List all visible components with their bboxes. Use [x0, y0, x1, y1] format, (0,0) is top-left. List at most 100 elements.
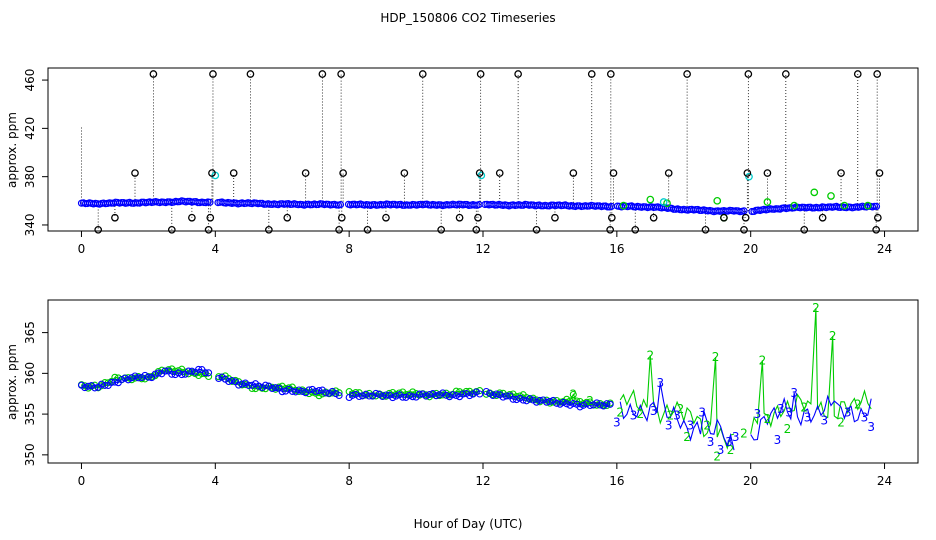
- bottom-x-tick-label: 8: [345, 474, 353, 488]
- bottom-series-2-point: [556, 398, 564, 406]
- bottom-series-2-marker: 2: [586, 394, 594, 408]
- bottom-series-3-point: [442, 391, 450, 399]
- bottom-series-3-point: [225, 377, 233, 386]
- top-spike-point: [551, 213, 559, 222]
- bottom-series-3-point: [586, 401, 594, 410]
- bottom-panel-axes: 0 4 8 12 16 20 24 350 355 360 365: [23, 321, 892, 488]
- bottom-series-2-marker: 2: [683, 430, 691, 444]
- top-spike-point: [111, 213, 119, 222]
- top-spike-point: [740, 225, 748, 234]
- top-green-point: [810, 188, 819, 197]
- top-spike-point: [337, 213, 346, 222]
- bottom-series-2-marker: 2: [636, 407, 644, 421]
- bottom-series-3-point: [379, 392, 387, 401]
- bottom-series-3-point: [295, 386, 303, 394]
- bottom-series-3-point: [576, 403, 584, 411]
- top-spike-point: [149, 70, 158, 78]
- top-spike-point: [363, 225, 372, 234]
- bottom-y-tick-label: 360: [23, 362, 37, 385]
- bottom-series-2-marker: 2: [712, 350, 720, 364]
- bottom-series-3-point: [402, 393, 410, 401]
- bottom-series-3-marker: 3: [844, 405, 852, 419]
- bottom-series-3-point: [205, 369, 213, 377]
- top-spike-point: [649, 213, 658, 222]
- bottom-x-tick-label: 4: [211, 474, 219, 488]
- top-spike-point: [418, 70, 427, 78]
- top-spike-point: [264, 225, 273, 234]
- top-spike-point: [744, 70, 753, 78]
- top-series-point: [471, 201, 479, 209]
- bottom-series-3-point: [405, 391, 413, 400]
- bottom-series-3-marker: 3: [650, 404, 658, 418]
- top-spike-point: [94, 225, 103, 234]
- bottom-series-2-marker: 2: [667, 409, 675, 423]
- bottom-series-3-marker: 3: [717, 443, 725, 457]
- top-spike-point: [208, 169, 216, 177]
- top-spike-point: [818, 213, 827, 222]
- bottom-series-3-point: [516, 394, 524, 402]
- bottom-series-3-point: [355, 392, 363, 401]
- bottom-series-3-point: [235, 381, 243, 389]
- top-green-point: [790, 201, 799, 210]
- bottom-series-3-point: [512, 396, 521, 404]
- top-spike-point: [781, 70, 790, 78]
- top-spike-point: [873, 70, 882, 78]
- bottom-series-3-point: [606, 400, 614, 408]
- top-series-point: [603, 203, 612, 211]
- top-panel-data: [77, 70, 884, 234]
- bottom-series-3-point: [111, 378, 119, 386]
- top-x-tick-label: 4: [211, 242, 219, 256]
- top-spike-point: [495, 169, 504, 177]
- top-spike-point: [475, 169, 484, 177]
- bottom-series-3-point: [348, 391, 357, 399]
- bottom-series-3-point: [596, 401, 604, 409]
- top-spike-point: [514, 70, 522, 78]
- bottom-series-3-point: [559, 398, 567, 406]
- top-spike-point: [337, 70, 345, 78]
- bottom-series-3-point: [536, 396, 544, 404]
- bottom-series-3-point: [415, 390, 423, 398]
- bottom-series-3-marker: 3: [673, 409, 681, 423]
- bottom-y-tick-label: 355: [23, 403, 37, 426]
- bottom-series-2-marker: 2: [677, 402, 685, 416]
- bottom-series-3-point: [492, 390, 500, 398]
- bottom-x-tick-label: 20: [743, 474, 758, 488]
- bottom-series-3-point: [184, 367, 193, 375]
- x-axis-label: Hour of Day (UTC): [414, 517, 523, 531]
- bottom-series-3-point: [389, 394, 397, 402]
- bottom-x-tick-label: 24: [877, 474, 892, 488]
- bottom-series-3-point: [519, 396, 527, 404]
- bottom-series-3-marker: 3: [698, 405, 706, 419]
- bottom-series-3-marker: 3: [820, 414, 828, 428]
- bottom-plot-frame: [47, 299, 919, 464]
- bottom-series-3-point: [141, 371, 149, 379]
- top-y-axis-label: approx. ppm: [5, 112, 19, 188]
- bottom-series-3-point: [292, 388, 300, 396]
- bottom-series-3-point: [452, 391, 460, 400]
- bottom-series-3-marker: 3: [754, 407, 762, 421]
- bottom-series-3-point: [569, 399, 577, 408]
- bottom-series-3-point: [583, 400, 591, 408]
- bottom-series-3-point: [97, 380, 106, 388]
- top-x-tick-label: 8: [345, 242, 353, 256]
- bottom-series-3-point: [268, 384, 276, 393]
- bottom-series-3-point: [161, 367, 169, 375]
- top-spike-point: [318, 70, 327, 78]
- bottom-series-3-point: [121, 374, 129, 382]
- top-spike-point: [472, 225, 481, 234]
- top-spike-point: [455, 213, 464, 222]
- bottom-series-3-point: [335, 391, 343, 400]
- bottom-series-3-point: [238, 380, 246, 388]
- bottom-series-3-point: [278, 388, 286, 396]
- bottom-series-3-point: [134, 374, 142, 382]
- top-spike-point: [532, 225, 541, 234]
- top-spike-point: [609, 169, 618, 177]
- bottom-series-3-point: [553, 399, 561, 407]
- bottom-x-tick-label: 12: [475, 474, 490, 488]
- bottom-series-2-marker: 2: [854, 397, 862, 411]
- bottom-series-2-point: [131, 374, 139, 382]
- top-spike-point: [474, 213, 482, 222]
